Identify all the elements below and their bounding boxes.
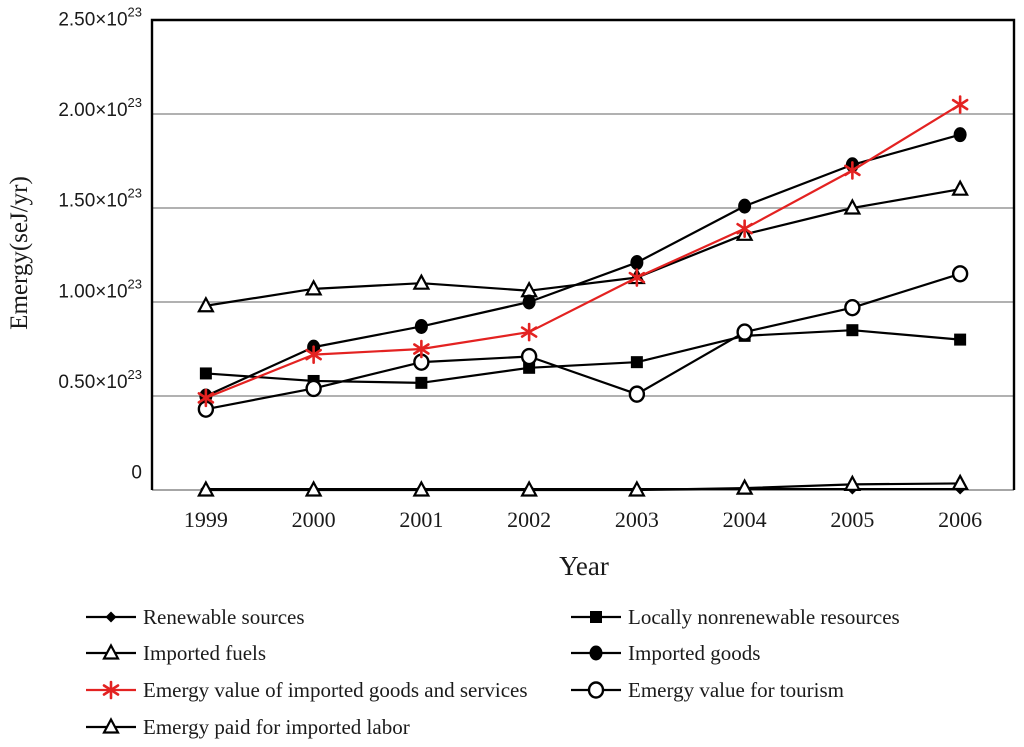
- triangle-marker: [951, 179, 969, 196]
- triangle-marker: [102, 643, 120, 660]
- asterisk-marker: [102, 684, 120, 696]
- legend-label: Emergy paid for imported labor: [143, 715, 410, 739]
- filled-circle-marker: [589, 645, 603, 661]
- series-line: [205, 329, 961, 384]
- open-circle-marker: [951, 265, 969, 283]
- open-circle-marker: [844, 298, 861, 317]
- legend-label: Imported goods: [628, 641, 760, 665]
- x-tick-label: 2006: [938, 507, 982, 532]
- filled-circle-marker: [414, 318, 428, 334]
- square-marker: [846, 324, 859, 337]
- triangle-marker: [520, 480, 538, 497]
- x-tick-label: 2001: [399, 507, 443, 532]
- legend-item-imported-fuels: Imported fuels: [86, 641, 266, 665]
- gridlines: [152, 113, 1014, 397]
- asterisk-marker: [951, 98, 969, 111]
- open-circle-marker: [305, 379, 322, 398]
- asterisk-marker: [520, 326, 538, 338]
- x-axis-tick-labels: 1999 2000 2001 2002 2003 2004 2005 2006: [184, 507, 982, 532]
- series-imported-fuels: [197, 179, 969, 313]
- filled-circle-marker: [738, 198, 752, 214]
- triangle-marker: [304, 480, 323, 497]
- diamond-marker: [105, 611, 117, 623]
- y-tick-label: 1.00×1023: [58, 276, 142, 302]
- triangle-marker: [412, 480, 431, 497]
- x-tick-label: 2004: [723, 507, 767, 532]
- series-emergy-paid-for-imported-labor: [197, 473, 969, 497]
- y-tick-label: 0.50×1023: [58, 367, 142, 393]
- square-marker: [415, 376, 428, 389]
- y-tick-label: 2.00×1023: [58, 95, 142, 121]
- x-tick-label: 2000: [292, 507, 336, 532]
- plot-frame: [150, 18, 1016, 491]
- series-emergy-value-of-imported-goods-and-services: [197, 95, 969, 408]
- legend: Renewable sources Locally nonrenewable re…: [86, 605, 900, 739]
- legend-item-renewable-sources: Renewable sources: [86, 605, 305, 629]
- open-circle-marker: [628, 385, 646, 403]
- x-tick-label: 2005: [830, 507, 874, 532]
- triangle-marker: [102, 717, 120, 734]
- legend-item-emergy-value-for-tourism: Emergy value for tourism: [571, 678, 844, 702]
- plot-border: [150, 18, 1016, 490]
- legend-item-locally-nonrenewable-resources: Locally nonrenewable resources: [571, 605, 900, 629]
- triangle-marker: [951, 473, 969, 491]
- legend-label: Renewable sources: [143, 605, 305, 629]
- square-marker: [630, 356, 643, 369]
- asterisk-marker: [305, 348, 322, 361]
- legend-label: Imported fuels: [143, 641, 266, 665]
- x-tick-label: 2002: [507, 507, 551, 532]
- triangle-marker: [843, 198, 862, 215]
- asterisk-marker: [413, 343, 430, 355]
- legend-label: Locally nonrenewable resources: [628, 605, 900, 629]
- legend-item-emergy-value-of-imported-goods-and-services: Emergy value of imported goods and servi…: [86, 678, 528, 702]
- triangle-marker: [735, 478, 754, 495]
- filled-circle-marker: [630, 255, 644, 271]
- legend-item-emergy-paid-for-imported-labor: Emergy paid for imported labor: [86, 715, 410, 739]
- triangle-marker: [197, 295, 215, 313]
- y-tick-label: 0: [131, 463, 142, 484]
- square-marker: [199, 367, 212, 380]
- filled-circle-marker: [953, 127, 967, 143]
- y-tick-label: 1.50×1023: [58, 186, 142, 212]
- asterisk-marker: [197, 392, 215, 404]
- legend-label: Emergy value of imported goods and servi…: [143, 678, 528, 702]
- square-marker: [954, 333, 967, 346]
- y-tick-label: 2.50×1023: [58, 5, 142, 31]
- x-axis-title: Year: [559, 551, 609, 581]
- series-line: [205, 133, 961, 398]
- y-axis-tick-labels: 2.50×1023 2.00×1023 1.50×1023 1.00×1023 0.50…: [58, 5, 142, 484]
- x-tick-label: 1999: [184, 507, 228, 532]
- open-circle-marker: [736, 323, 753, 341]
- series-emergy-value-for-tourism: [197, 265, 969, 418]
- series-line: [205, 482, 961, 492]
- series-line: [205, 272, 961, 411]
- y-axis-title: Emergy(seJ/yr): [6, 176, 33, 330]
- triangle-marker: [843, 474, 862, 491]
- legend-item-imported-goods: Imported goods: [571, 641, 760, 665]
- asterisk-marker: [844, 164, 861, 177]
- series-line: [205, 103, 961, 399]
- asterisk-marker: [628, 271, 646, 284]
- legend-label: Emergy value for tourism: [628, 678, 844, 702]
- series-line: [205, 188, 961, 307]
- square-marker: [523, 361, 536, 374]
- x-tick-label: 2003: [615, 507, 659, 532]
- filled-circle-marker: [522, 294, 536, 310]
- open-circle-marker: [520, 347, 538, 366]
- open-circle-marker: [587, 681, 605, 699]
- triangle-marker: [304, 279, 323, 296]
- asterisk-marker: [736, 222, 753, 235]
- square-marker: [590, 611, 602, 623]
- series-lines: [197, 95, 969, 497]
- triangle-marker: [197, 480, 215, 497]
- triangle-marker: [412, 273, 431, 290]
- triangle-marker: [628, 480, 646, 497]
